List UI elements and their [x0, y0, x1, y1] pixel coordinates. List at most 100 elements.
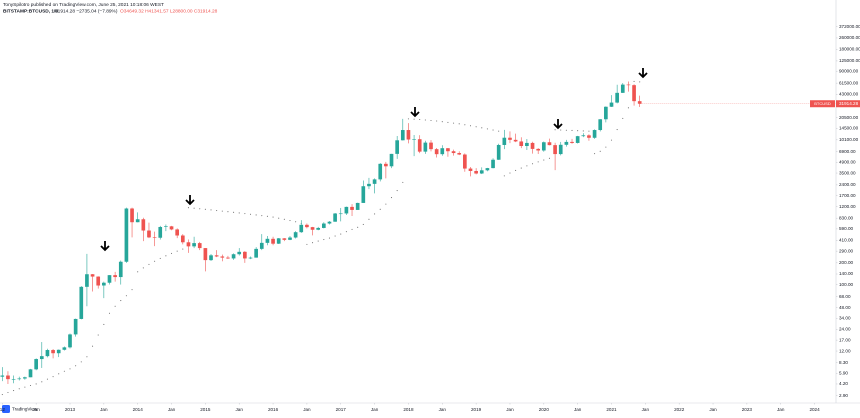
candle-body: [530, 142, 535, 149]
candle-body: [135, 219, 140, 223]
sar-dot: [125, 295, 127, 297]
candle-body: [305, 224, 309, 228]
sar-dot: [639, 81, 641, 83]
sar-dot: [204, 208, 206, 210]
sar-dot: [244, 213, 246, 215]
sar-dot: [537, 161, 539, 163]
candle-body: [124, 208, 129, 262]
candle-body: [338, 213, 343, 215]
candle-body: [553, 145, 557, 155]
sar-dot: [13, 390, 15, 392]
sar-dot: [170, 252, 173, 254]
candle-body: [79, 286, 84, 319]
candle-body: [102, 282, 106, 286]
y-tick-label: 48.00: [839, 305, 851, 310]
sar-dot: [63, 370, 65, 372]
candle-body: [169, 226, 174, 230]
sar-dot: [18, 388, 20, 390]
logo-icon: [2, 405, 10, 413]
sar-dot: [458, 123, 460, 125]
x-tick-label: Jan: [574, 407, 582, 412]
candle-body: [446, 148, 450, 152]
price-tag-value: 31914.28: [839, 101, 859, 106]
x-tick-label: Jan: [168, 407, 176, 412]
sar-dot: [430, 119, 432, 122]
sar-dot: [548, 157, 551, 159]
y-tick-label: 200.00: [839, 260, 853, 265]
sar-dot: [108, 312, 111, 314]
candle-body: [355, 202, 360, 210]
y-tick-label: 4900.00: [839, 160, 856, 165]
sar-dot: [436, 120, 438, 122]
x-tick-label: 2015: [200, 407, 211, 412]
candle-body: [214, 255, 219, 257]
candle-body: [468, 168, 473, 171]
candle-body: [406, 130, 411, 140]
arrow: [553, 119, 563, 130]
sar-dot: [148, 263, 150, 265]
candle-body: [130, 208, 134, 223]
candle-body: [604, 106, 608, 120]
x-tick-label: 2024: [809, 407, 820, 412]
sar-dot: [323, 239, 325, 241]
arrow: [185, 195, 195, 206]
sar-dot: [75, 365, 77, 367]
sar-dot: [407, 118, 409, 120]
sar-dot: [633, 80, 635, 83]
y-tick-label: 4.20: [839, 381, 848, 386]
sar-dot: [368, 218, 370, 220]
candle-body: [62, 347, 67, 350]
candle-body: [598, 119, 603, 131]
sar-dot: [120, 300, 122, 302]
symbol: BITSTAMP:BTCUSD, 1M: [3, 8, 58, 14]
candle-body: [0, 375, 5, 377]
sar-dot: [447, 121, 449, 123]
author-line: TonySpilotro published on TradingView.co…: [3, 2, 164, 8]
y-tick-label: 290.00: [839, 248, 853, 253]
candle-body: [389, 153, 394, 167]
sar-dot: [24, 386, 26, 388]
candle-body: [147, 230, 151, 238]
sar-dot: [509, 172, 511, 174]
candle-body: [17, 378, 22, 380]
sar-dot: [103, 323, 105, 326]
candle-body: [384, 163, 388, 167]
sar-dot: [261, 215, 263, 217]
sar-dot: [137, 271, 139, 273]
x-tick-label: 2014: [133, 407, 144, 412]
candle-body: [197, 243, 202, 249]
sar-dot: [176, 250, 178, 252]
candle-body: [491, 159, 495, 169]
sar-dot: [560, 129, 562, 131]
sar-dot: [379, 208, 381, 210]
candle-body: [11, 379, 16, 380]
candle-body: [367, 183, 371, 187]
x-tick-label: Jan: [709, 407, 717, 412]
candle-body: [192, 243, 196, 247]
sar-dot: [131, 289, 133, 291]
candle-body: [513, 139, 518, 142]
candle-body: [45, 350, 50, 357]
candle-body: [51, 350, 55, 354]
candle-body: [158, 226, 163, 238]
y-tick-label: 34.00: [839, 316, 851, 321]
candle-body: [609, 102, 614, 107]
candle-body: [502, 137, 507, 145]
x-tick-label: 2016: [268, 407, 279, 412]
sar-dot: [7, 391, 9, 394]
candle-body: [350, 206, 354, 210]
candle-body: [282, 238, 287, 240]
sar-dot: [464, 124, 466, 126]
sar-dot: [58, 373, 60, 375]
sar-dot: [599, 150, 601, 152]
sar-dot: [390, 197, 393, 199]
candle-body: [243, 251, 247, 259]
sar-dot: [345, 231, 347, 233]
price-tag-value-bg: [836, 100, 860, 108]
sar-dot: [80, 361, 82, 363]
candle-body: [316, 227, 321, 230]
x-tick-label: 2023: [742, 407, 753, 412]
x-tick-label: Jan: [642, 407, 650, 412]
sar-dot: [159, 257, 161, 259]
candle-body: [39, 356, 44, 360]
